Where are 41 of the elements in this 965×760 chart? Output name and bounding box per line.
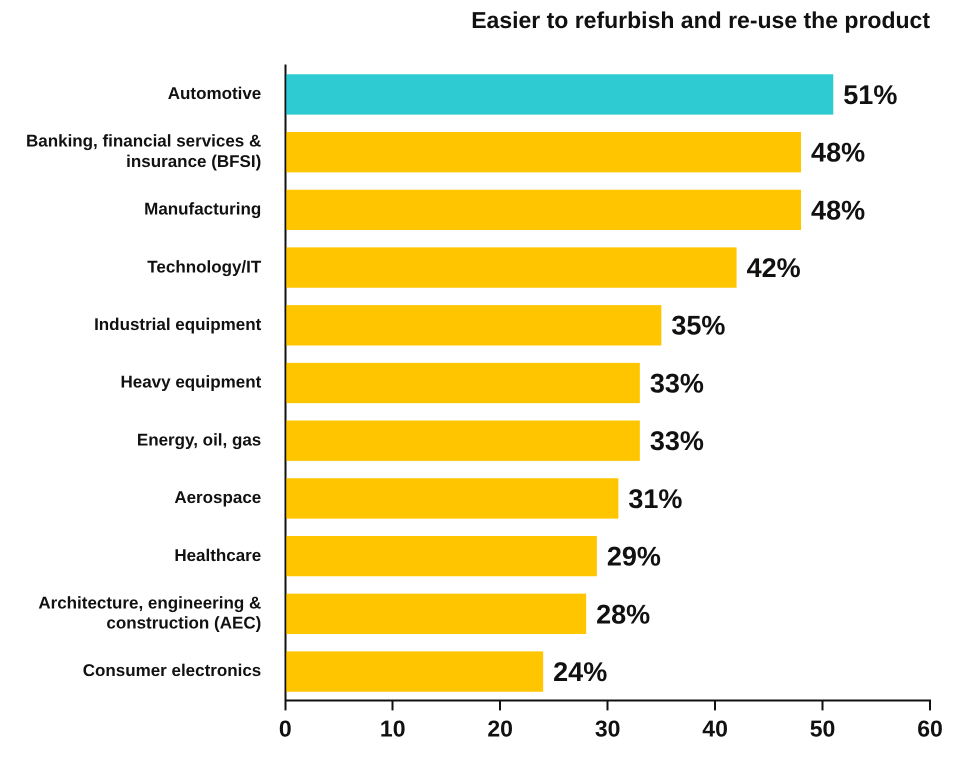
y-tick-label: Technology/IT	[147, 257, 262, 276]
bar	[286, 132, 802, 172]
bar	[286, 651, 544, 692]
data-label: 42%	[746, 253, 801, 284]
bar	[286, 74, 834, 115]
x-tick-label: 60	[917, 716, 943, 742]
data-label: 33%	[650, 426, 704, 456]
y-tick-label: Architecture, engineering & construction (AEC)	[38, 593, 262, 633]
bar	[286, 536, 597, 576]
y-tick-label: Industrial equipment	[94, 314, 262, 334]
bar	[286, 247, 737, 288]
x-tick-label: 20	[487, 716, 513, 742]
data-label: 48%	[811, 195, 866, 226]
x-tick-label: 40	[702, 716, 728, 742]
bar	[286, 362, 640, 404]
y-tick-label: Manufacturing	[144, 200, 262, 219]
y-tick-label: Banking, financial services & insurance (BFSI)	[26, 132, 262, 172]
y-tick-label: Consumer electronics	[82, 661, 262, 680]
data-label: 51%	[843, 80, 898, 110]
data-label: 28%	[596, 599, 650, 630]
y-tick-label: Aerospace	[174, 488, 262, 508]
x-tick-label: 0	[278, 716, 292, 742]
bar	[286, 420, 640, 461]
y-tick-label: Automotive	[168, 84, 262, 104]
bar	[286, 305, 662, 346]
x-tick-label: 10	[380, 716, 406, 742]
data-label: 24%	[553, 657, 608, 687]
data-label: 29%	[606, 542, 661, 572]
data-label: 48%	[811, 138, 866, 168]
bar	[286, 190, 802, 230]
bar	[286, 478, 618, 519]
y-tick-label: Healthcare	[174, 546, 262, 565]
data-label: 31%	[628, 484, 682, 514]
x-tick-label: 50	[810, 716, 836, 742]
chart-title: Easier to refurbish and re-use the product	[471, 7, 930, 34]
data-label: 33%	[650, 368, 704, 398]
data-label: 35%	[671, 310, 726, 341]
y-tick-label: Heavy equipment	[120, 372, 262, 392]
bar	[286, 594, 586, 634]
y-tick-label: Energy, oil, gas	[136, 430, 262, 450]
x-tick-label: 30	[594, 716, 620, 742]
